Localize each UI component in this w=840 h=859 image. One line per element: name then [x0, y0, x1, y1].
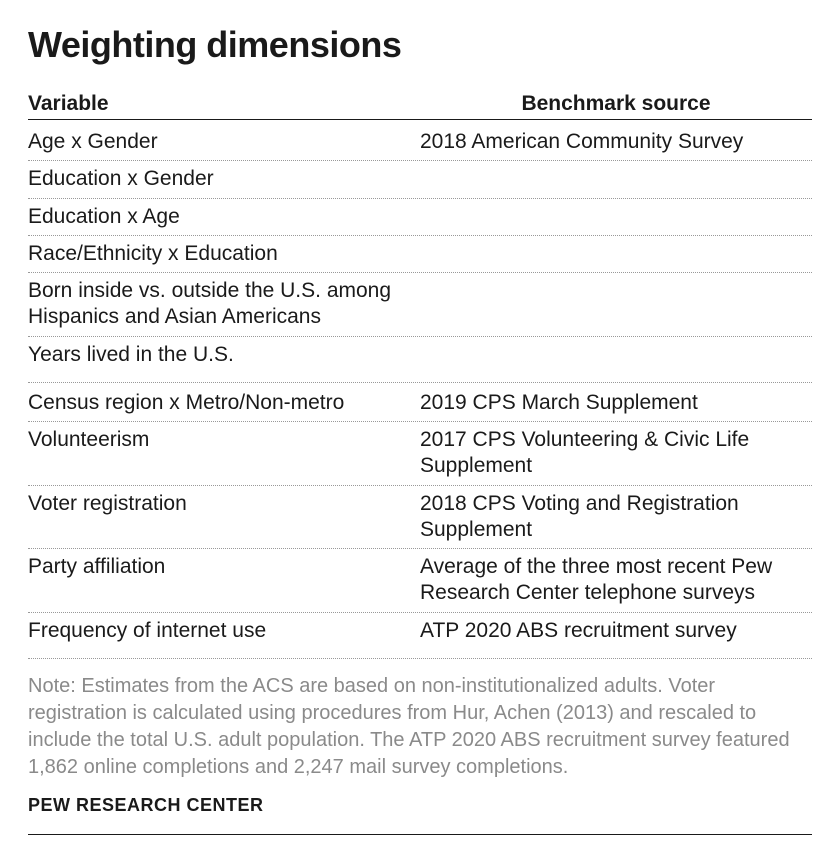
cell-variable: Education x Age	[28, 204, 420, 230]
cell-variable: Born inside vs. outside the U.S. among H…	[28, 278, 420, 331]
column-header-variable: Variable	[28, 92, 420, 116]
cell-variable: Frequency of internet use	[28, 618, 420, 644]
table-row: Age x Gender 2018 American Community Sur…	[28, 124, 812, 161]
page-title: Weighting dimensions	[28, 24, 812, 66]
table-row: Years lived in the U.S.	[28, 337, 812, 373]
cell-source: 2019 CPS March Supplement	[420, 390, 812, 416]
footer-rule	[28, 834, 812, 835]
cell-source: Average of the three most recent Pew Res…	[420, 554, 812, 607]
cell-source: 2017 CPS Volunteering & Civic Life Suppl…	[420, 427, 812, 480]
cell-variable: Voter registration	[28, 491, 420, 517]
cell-source: 2018 American Community Survey	[420, 129, 812, 155]
weighting-table: Variable Benchmark source Age x Gender 2…	[28, 92, 812, 659]
cell-variable: Census region x Metro/Non-metro	[28, 390, 420, 416]
source-label: PEW RESEARCH CENTER	[28, 795, 812, 816]
table-row: Party affiliation Average of the three m…	[28, 549, 812, 613]
table-row: Race/Ethnicity x Education	[28, 236, 812, 273]
cell-source: 2018 CPS Voting and Registration Supplem…	[420, 491, 812, 544]
cell-variable: Race/Ethnicity x Education	[28, 241, 420, 267]
cell-variable: Party affiliation	[28, 554, 420, 580]
cell-variable: Education x Gender	[28, 166, 420, 192]
table-row: Census region x Metro/Non-metro 2019 CPS…	[28, 385, 812, 422]
table-row: Frequency of internet use ATP 2020 ABS r…	[28, 613, 812, 649]
footnote: Note: Estimates from the ACS are based o…	[28, 673, 812, 781]
column-header-source: Benchmark source	[420, 92, 812, 116]
cell-variable: Volunteerism	[28, 427, 420, 453]
group-separator	[28, 373, 812, 383]
cell-source: ATP 2020 ABS recruitment survey	[420, 618, 812, 644]
cell-variable: Age x Gender	[28, 129, 420, 155]
table-row: Education x Age	[28, 199, 812, 236]
table-row: Education x Gender	[28, 161, 812, 198]
table-row: Voter registration 2018 CPS Voting and R…	[28, 486, 812, 550]
table-row: Born inside vs. outside the U.S. among H…	[28, 273, 812, 337]
table-row: Volunteerism 2017 CPS Volunteering & Civ…	[28, 422, 812, 486]
group-separator	[28, 649, 812, 659]
cell-variable: Years lived in the U.S.	[28, 342, 420, 368]
table-header-row: Variable Benchmark source	[28, 92, 812, 120]
